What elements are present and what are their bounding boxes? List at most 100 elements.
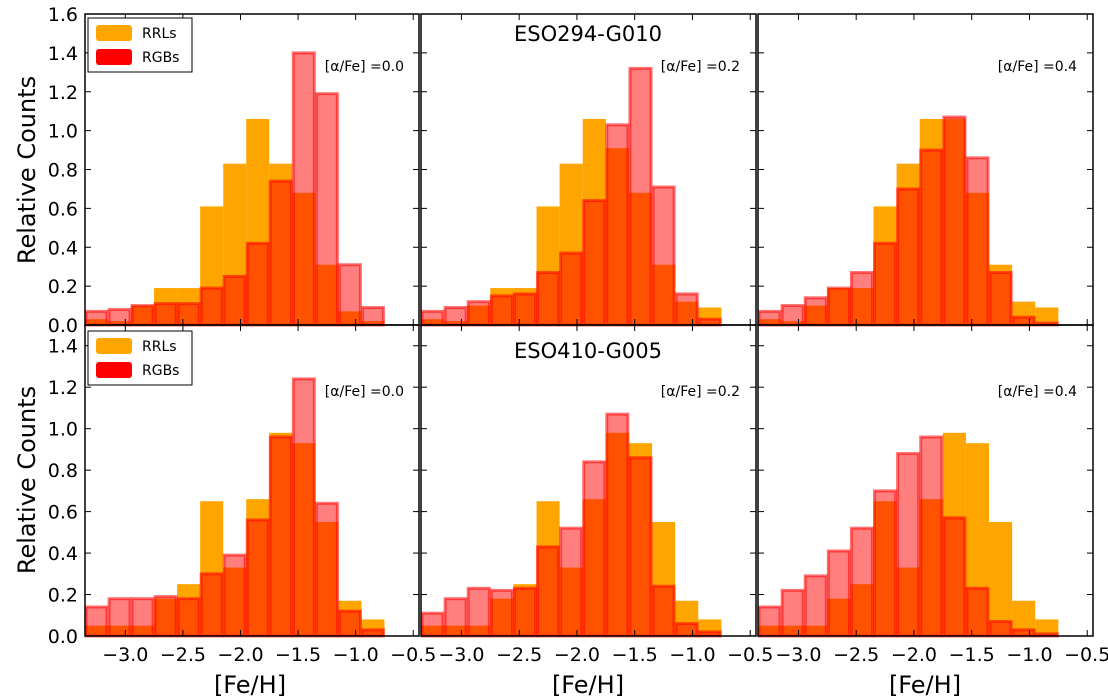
rgb-bar bbox=[512, 292, 538, 327]
legend-label-rrls: RRLs bbox=[142, 26, 177, 42]
alpha-annotation-bottom-left: [α/Fe] =0.0 bbox=[325, 384, 404, 400]
rgb-bar bbox=[443, 306, 468, 327]
rgb-bar bbox=[360, 306, 385, 327]
rgb-bar bbox=[512, 586, 538, 638]
x-tick-label: −2.0 bbox=[891, 644, 937, 666]
x-axis-title-right: [Fe/H] bbox=[889, 671, 961, 699]
x-tick-label: −3.0 bbox=[775, 644, 821, 666]
legend-swatch-rrls bbox=[96, 25, 132, 41]
legend-bottom: RRLs RGBs bbox=[87, 330, 193, 386]
alpha-annotation-top-right: [α/Fe] =0.4 bbox=[998, 59, 1077, 75]
y-tick-label: 1.4 bbox=[48, 43, 78, 65]
rgb-bar bbox=[107, 307, 132, 327]
x-axis-title-left: [Fe/H] bbox=[214, 671, 286, 699]
rgb-bar bbox=[420, 611, 445, 638]
rgb-bar bbox=[965, 156, 990, 327]
panel-frame-bottom-right bbox=[757, 324, 1094, 637]
rrl-bar bbox=[1012, 600, 1036, 636]
rgb-bar bbox=[651, 185, 676, 327]
galaxy-title-bottom: ESO410-G005 bbox=[514, 339, 662, 363]
x-tick-label: −0.5 bbox=[727, 644, 773, 666]
x-tick-label: −3.0 bbox=[102, 644, 148, 666]
rgb-bar bbox=[582, 460, 607, 638]
rgb-bar bbox=[291, 51, 316, 327]
rgb-bar bbox=[268, 435, 293, 638]
rgb-bar bbox=[988, 619, 1013, 638]
legend-swatch-rgbs bbox=[96, 362, 132, 378]
y-tick-label: 0.4 bbox=[48, 543, 78, 565]
rgb-bar bbox=[176, 302, 201, 327]
y-tick-label: 0.0 bbox=[48, 315, 78, 337]
x-tick-label: −2.5 bbox=[496, 644, 542, 666]
rgb-bar bbox=[803, 296, 828, 327]
rgb-bar bbox=[130, 304, 155, 327]
rgb-bar bbox=[1011, 628, 1036, 638]
rgb-bar bbox=[84, 605, 109, 638]
y-tick-label: 0.6 bbox=[48, 502, 78, 524]
rgb-bar bbox=[314, 92, 339, 327]
rgb-bar bbox=[942, 115, 967, 327]
alpha-annotation-bottom-right: [α/Fe] =0.4 bbox=[998, 384, 1077, 400]
rgb-bar bbox=[176, 597, 201, 638]
rgb-bar bbox=[605, 123, 630, 327]
rgb-bar bbox=[803, 574, 828, 638]
rgb-bar bbox=[1011, 315, 1036, 327]
rgb-bar bbox=[420, 309, 445, 327]
rgb-bar bbox=[443, 597, 468, 638]
rgb-bar bbox=[291, 377, 316, 638]
rgb-bar bbox=[582, 199, 607, 327]
rgb-bar bbox=[896, 187, 921, 327]
x-tick-label: −1.0 bbox=[1006, 644, 1052, 666]
y-tick-label: 0.2 bbox=[48, 585, 78, 607]
rgb-bar bbox=[559, 251, 584, 327]
rgb-bar bbox=[780, 304, 805, 327]
rgb-bar bbox=[489, 588, 514, 638]
x-tick-label: −1.5 bbox=[275, 644, 321, 666]
y-tick-label: 0.4 bbox=[48, 237, 78, 259]
rgb-bar bbox=[130, 597, 155, 638]
y-tick-label: 0.6 bbox=[48, 198, 78, 220]
rgb-bar bbox=[826, 286, 851, 327]
x-tick-label: −1.0 bbox=[669, 644, 715, 666]
x-tick-label: −1.0 bbox=[333, 644, 379, 666]
galaxy-title-top: ESO294-G010 bbox=[514, 22, 662, 46]
legend-swatch-rrls bbox=[96, 338, 132, 354]
rgb-bar bbox=[605, 412, 630, 638]
panel-frame-bottom-left bbox=[84, 324, 420, 637]
rgb-bar bbox=[674, 292, 699, 327]
rgb-bar bbox=[466, 300, 491, 327]
y-tick-label: 0.2 bbox=[48, 276, 78, 298]
y-tick-label: 1.0 bbox=[48, 419, 78, 441]
y-tick-label: 1.4 bbox=[48, 336, 78, 358]
rgb-bar bbox=[757, 309, 782, 327]
x-tick-label: −3.0 bbox=[438, 644, 484, 666]
x-tick-label: −2.5 bbox=[160, 644, 206, 666]
rgb-bar bbox=[919, 435, 944, 638]
rgb-bar bbox=[942, 516, 967, 638]
rgb-bar bbox=[826, 549, 851, 638]
rgb-bar bbox=[536, 545, 561, 638]
rgb-bar bbox=[965, 586, 990, 638]
x-tick-label: −1.5 bbox=[949, 644, 995, 666]
y-axis-title-top: Relative Counts bbox=[13, 76, 41, 264]
rgb-bar bbox=[199, 286, 224, 327]
alpha-annotation-top-left: [α/Fe] =0.0 bbox=[325, 59, 404, 75]
rgb-bar bbox=[873, 241, 898, 327]
x-tick-label: −1.5 bbox=[612, 644, 658, 666]
rgb-bar bbox=[360, 628, 385, 638]
rgb-bar bbox=[849, 526, 875, 638]
panel-frame-bottom-middle bbox=[420, 324, 757, 637]
rgb-bar bbox=[674, 622, 699, 638]
rgb-bar bbox=[84, 309, 109, 327]
rgb-bar bbox=[757, 605, 782, 638]
y-tick-label: 1.6 bbox=[48, 4, 78, 26]
rgb-bar bbox=[337, 263, 362, 327]
rgb-bar bbox=[896, 452, 921, 638]
x-tick-label: −0.5 bbox=[390, 644, 436, 666]
rrl-bar bbox=[1035, 307, 1059, 325]
rgb-bar bbox=[153, 595, 178, 638]
x-tick-label: −2.0 bbox=[217, 644, 263, 666]
rgb-bar bbox=[107, 597, 132, 638]
rgb-bar bbox=[489, 294, 514, 327]
